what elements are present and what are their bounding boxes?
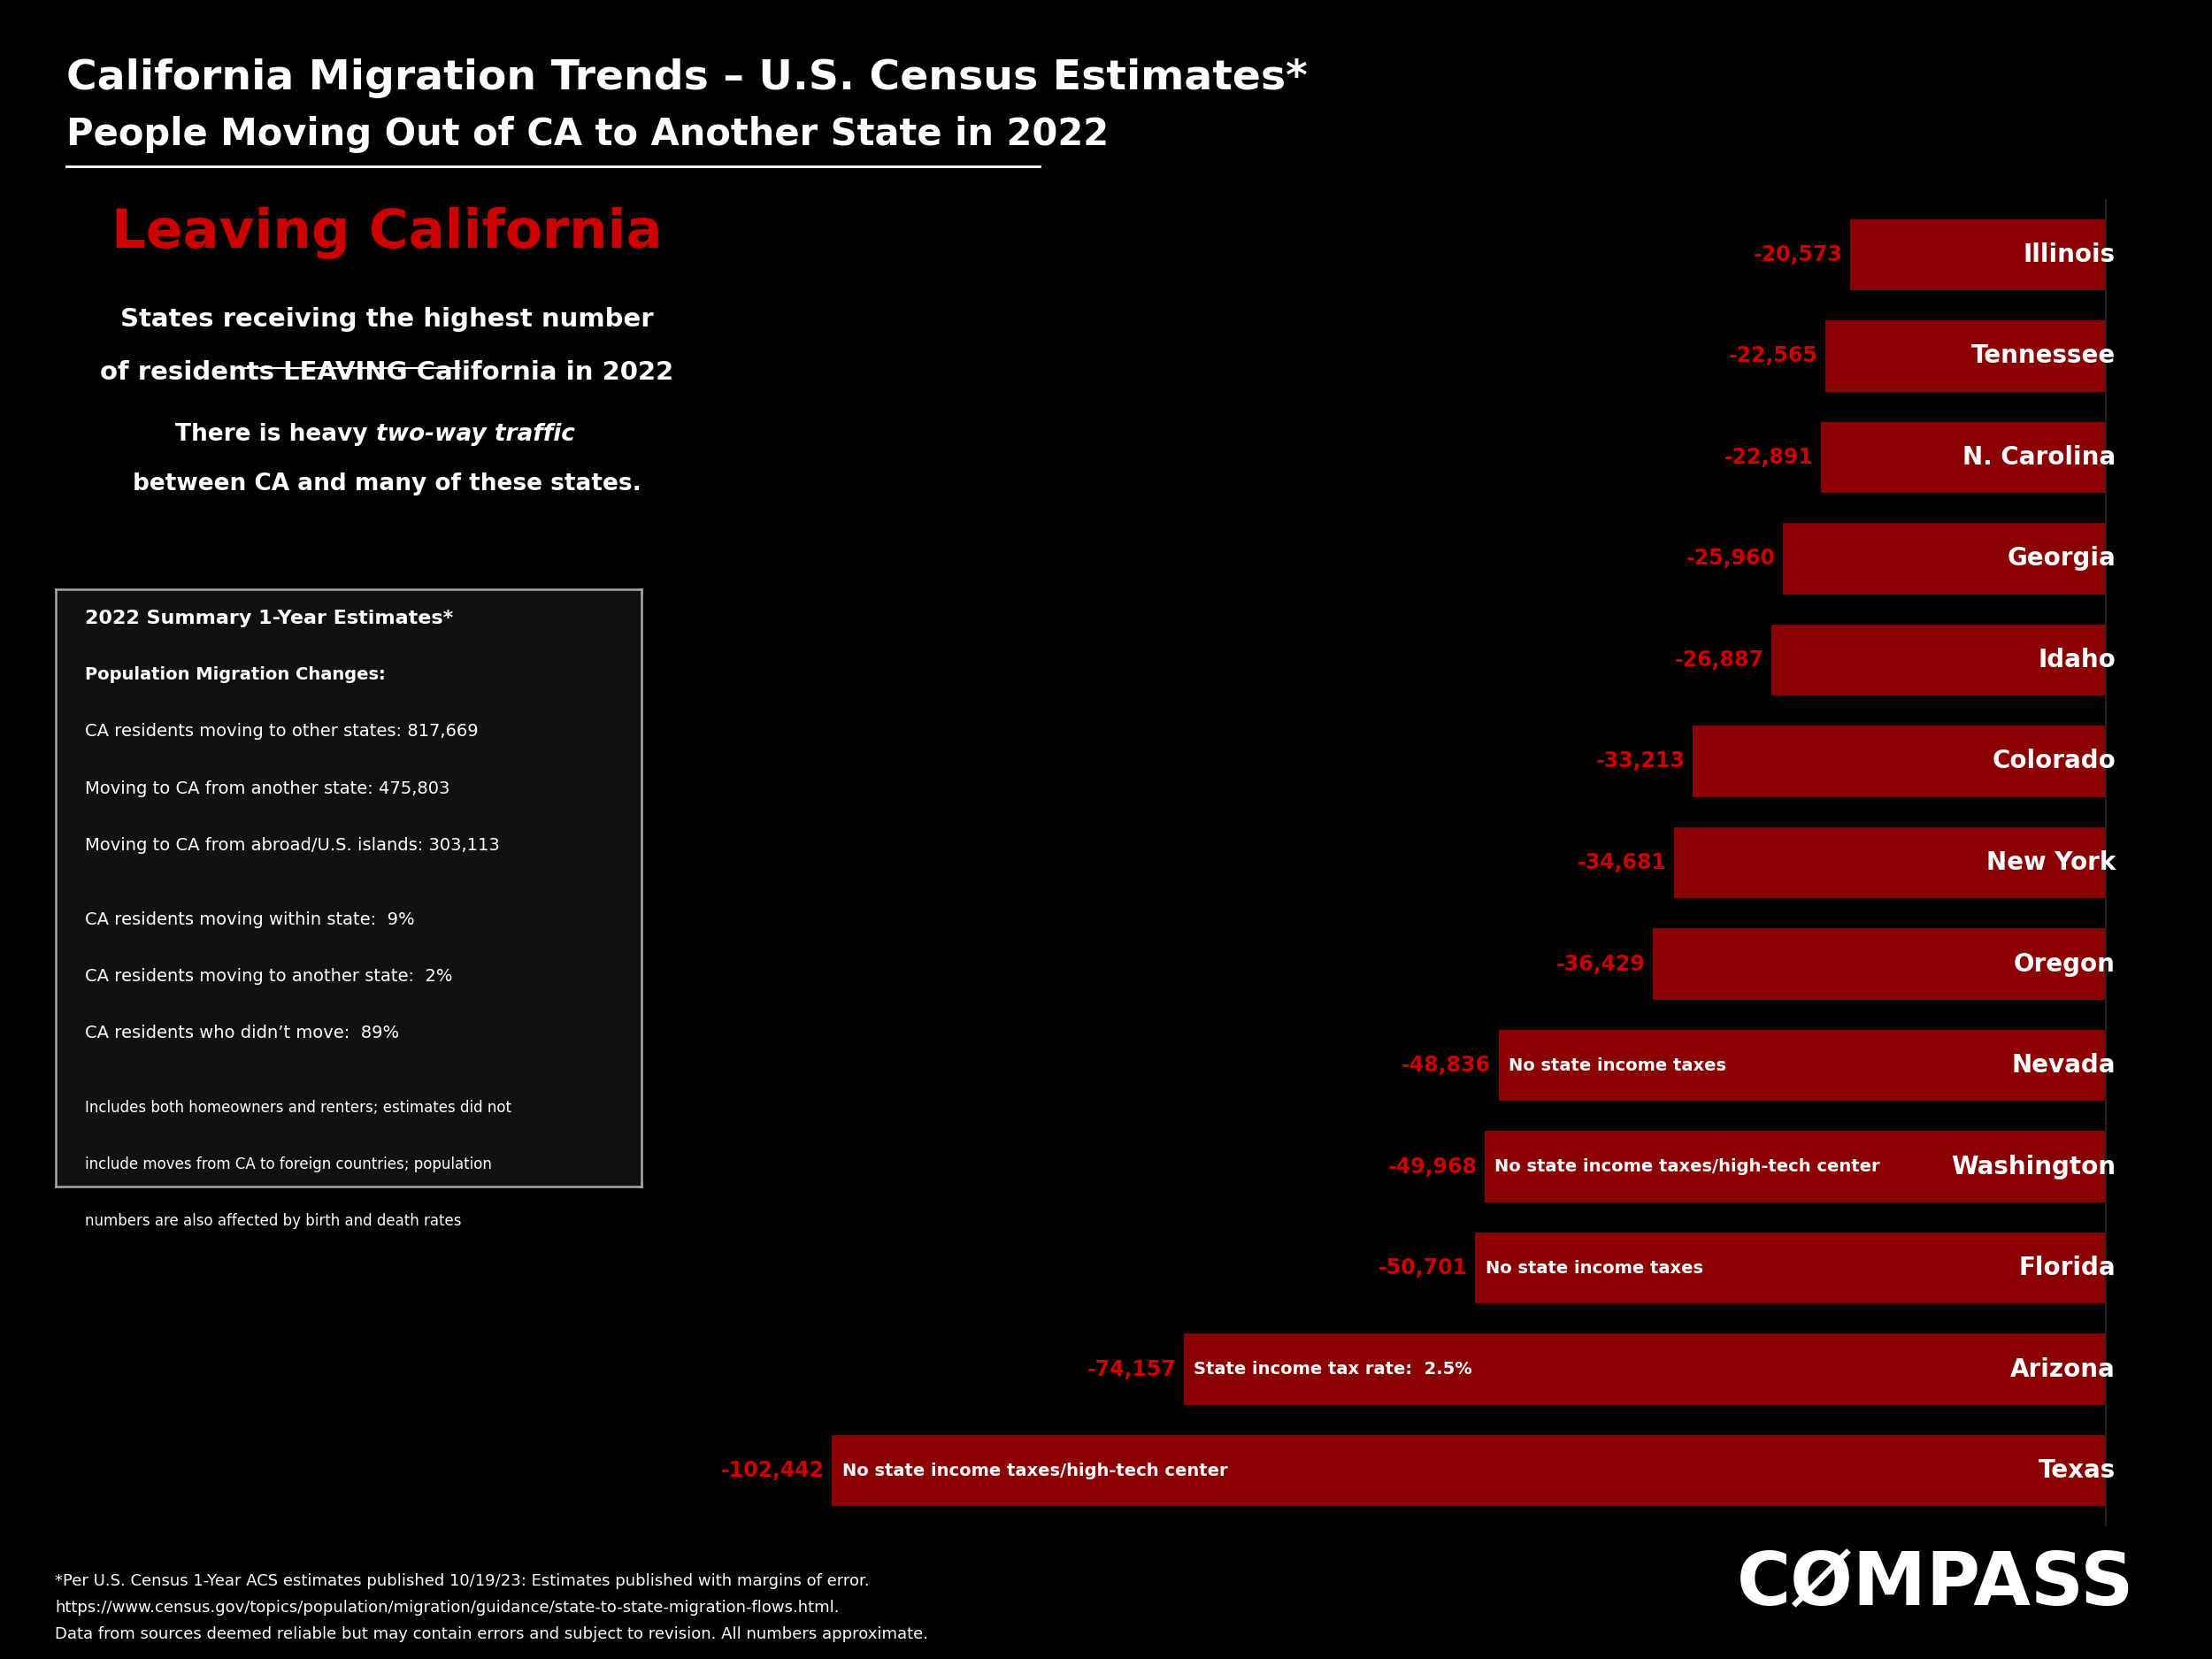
Text: Idaho: Idaho xyxy=(2037,647,2115,672)
Text: N. Carolina: N. Carolina xyxy=(1962,445,2115,469)
Text: Arizona: Arizona xyxy=(2011,1357,2115,1382)
Text: *Per U.S. Census 1-Year ACS estimates published 10/19/23: Estimates published wi: *Per U.S. Census 1-Year ACS estimates pu… xyxy=(55,1573,869,1589)
Bar xyxy=(1652,929,2106,999)
Text: Moving to CA from abroad/U.S. islands: 303,113: Moving to CA from abroad/U.S. islands: 3… xyxy=(84,836,500,854)
Bar xyxy=(1498,1030,2106,1102)
Text: Tennessee: Tennessee xyxy=(1971,343,2115,368)
Text: Moving to CA from another state: 475,803: Moving to CA from another state: 475,803 xyxy=(84,780,449,796)
Text: No state income taxes/high-tech center: No state income taxes/high-tech center xyxy=(843,1462,1228,1478)
Text: New York: New York xyxy=(1986,851,2115,874)
Text: There is heavy: There is heavy xyxy=(175,423,376,446)
Text: State income tax rate:  2.5%: State income tax rate: 2.5% xyxy=(1194,1360,1473,1377)
Text: Leaving California: Leaving California xyxy=(111,207,664,259)
Bar xyxy=(1783,523,2106,594)
Text: Florida: Florida xyxy=(2020,1256,2115,1281)
Text: Population Migration Changes:: Population Migration Changes: xyxy=(84,667,385,684)
Text: -26,887: -26,887 xyxy=(1674,649,1763,670)
Text: -102,442: -102,442 xyxy=(721,1460,825,1481)
Text: two-way traffic: two-way traffic xyxy=(376,423,575,446)
Text: -50,701: -50,701 xyxy=(1378,1258,1469,1279)
Text: Washington: Washington xyxy=(1951,1155,2115,1180)
Text: -49,968: -49,968 xyxy=(1387,1156,1478,1178)
Bar xyxy=(1849,219,2106,290)
Text: CA residents moving within state:  9%: CA residents moving within state: 9% xyxy=(84,911,414,929)
Text: No state income taxes/high-tech center: No state income taxes/high-tech center xyxy=(1495,1158,1880,1175)
Text: CA residents moving to another state:  2%: CA residents moving to another state: 2% xyxy=(84,969,451,985)
Bar xyxy=(1475,1233,2106,1304)
Text: People Moving Out of CA to Another State in 2022: People Moving Out of CA to Another State… xyxy=(66,116,1108,153)
Text: -33,213: -33,213 xyxy=(1597,752,1686,771)
Bar xyxy=(1692,727,2106,796)
Text: Nevada: Nevada xyxy=(2011,1053,2115,1078)
Bar xyxy=(1674,828,2106,898)
Text: Includes both homeowners and renters; estimates did not: Includes both homeowners and renters; es… xyxy=(84,1100,511,1115)
Text: CØMPASS: CØMPASS xyxy=(1736,1548,2135,1621)
Text: -22,565: -22,565 xyxy=(1728,345,1818,367)
Text: Texas: Texas xyxy=(2037,1458,2115,1483)
Bar xyxy=(1484,1131,2106,1203)
Text: Illinois: Illinois xyxy=(2024,242,2115,267)
Text: Georgia: Georgia xyxy=(2006,546,2115,571)
Text: California Migration Trends – U.S. Census Estimates*: California Migration Trends – U.S. Censu… xyxy=(66,58,1307,98)
Bar xyxy=(1825,320,2106,392)
Text: numbers are also affected by birth and death rates: numbers are also affected by birth and d… xyxy=(84,1213,460,1229)
Text: of residents LEAVING California in 2022: of residents LEAVING California in 2022 xyxy=(100,360,675,385)
Text: Data from sources deemed reliable but may contain errors and subject to revision: Data from sources deemed reliable but ma… xyxy=(55,1626,929,1642)
Text: Colorado: Colorado xyxy=(1991,748,2115,773)
Text: No state income taxes: No state income taxes xyxy=(1509,1057,1725,1073)
Text: -48,836: -48,836 xyxy=(1402,1055,1491,1077)
Text: -36,429: -36,429 xyxy=(1555,954,1646,974)
Text: -74,157: -74,157 xyxy=(1086,1359,1177,1380)
Text: -25,960: -25,960 xyxy=(1686,547,1776,569)
Text: Oregon: Oregon xyxy=(2013,952,2115,977)
Text: 2022 Summary 1-Year Estimates*: 2022 Summary 1-Year Estimates* xyxy=(84,611,453,627)
Text: -22,891: -22,891 xyxy=(1725,446,1814,468)
Bar xyxy=(1183,1334,2106,1405)
Bar xyxy=(1772,624,2106,695)
Text: No state income taxes: No state income taxes xyxy=(1484,1259,1703,1276)
Text: include moves from CA to foreign countries; population: include moves from CA to foreign countri… xyxy=(84,1156,491,1173)
Text: https://www.census.gov/topics/population/migration/guidance/state-to-state-migra: https://www.census.gov/topics/population… xyxy=(55,1599,841,1616)
Text: CA residents moving to other states: 817,669: CA residents moving to other states: 817… xyxy=(84,723,478,740)
Text: between CA and many of these states.: between CA and many of these states. xyxy=(133,473,641,496)
Bar xyxy=(832,1435,2106,1506)
Text: States receiving the highest number: States receiving the highest number xyxy=(119,307,655,332)
Text: -34,681: -34,681 xyxy=(1577,853,1668,873)
Text: CA residents who didn’t move:  89%: CA residents who didn’t move: 89% xyxy=(84,1025,398,1042)
Text: -20,573: -20,573 xyxy=(1754,244,1843,265)
Bar xyxy=(1820,421,2106,493)
